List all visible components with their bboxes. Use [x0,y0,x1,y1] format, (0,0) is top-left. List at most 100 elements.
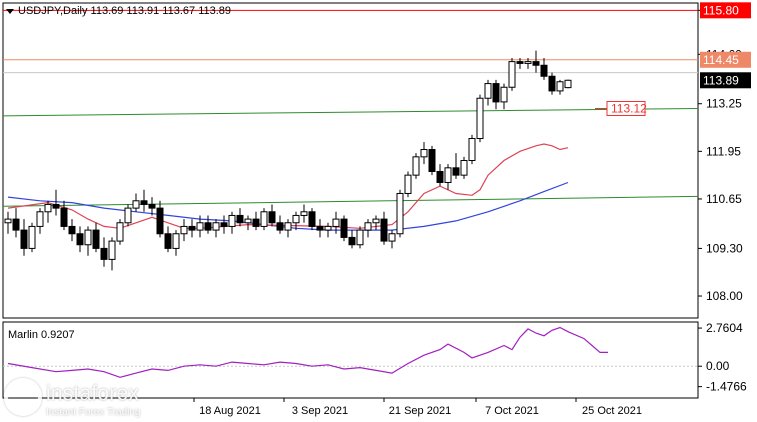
price-tag-label: 114.45 [703,53,739,67]
candle-body [260,211,268,227]
price-tag [700,51,751,68]
chart-header: USDJPY,Daily 113.69 113.91 113.67 113.89 [18,5,231,17]
candle-body [388,233,396,242]
annotation-box [606,100,646,116]
candle-body [324,225,332,231]
candle-body [180,225,188,235]
candle-body [108,240,116,260]
candle-body [468,138,476,161]
candle-body [28,225,36,249]
candle-body [100,247,108,260]
candle-body [212,222,220,231]
x-tick-label: 21 Sep 2021 [389,405,451,417]
candle-body [548,75,556,92]
indicator-title: Marlin 0.9207 [8,329,75,341]
candle-body [556,81,564,92]
candle-body [36,211,44,227]
candle-body [92,229,100,249]
candle-body [292,214,300,224]
price-tag-label: 113.89 [703,73,739,87]
candle-body [476,97,484,140]
price-tag [700,72,751,89]
indicator-tick-label: 2.7604 [706,321,743,335]
candle-body [284,222,292,231]
candle-body [60,207,68,227]
candle-body [172,233,180,249]
candle-body [12,218,20,231]
candle-body [164,233,172,249]
candle-body [332,218,340,227]
candle-body [76,233,84,246]
candle-body [156,207,164,235]
candle-body [228,214,236,227]
candle-body [204,222,212,231]
price-tag [700,2,751,19]
candle-body [412,156,420,176]
candle-body [428,149,436,172]
y-tick-label: 108.00 [706,289,743,303]
candle-body [4,218,12,224]
candle-body [404,174,412,194]
candle-body [132,200,140,209]
candle-body [148,203,156,209]
x-tick-label: 25 Oct 2021 [582,405,642,417]
candle-body [356,229,364,246]
price-tag-label: 115.80 [703,3,739,17]
candle-body [524,61,532,64]
candle-body [316,225,324,231]
candle-body [84,229,92,246]
candle-body [348,236,356,246]
candle-body [196,222,204,231]
candle-body [268,211,276,224]
candle-body [396,192,404,235]
candle-body [140,200,148,205]
candle-body [492,83,500,103]
candle-body [372,218,380,224]
candle-body [508,61,516,88]
y-tick-label: 113.25 [706,97,742,111]
candle-body [364,222,372,231]
trendline-1 [2,195,699,207]
trendline-0 [2,107,699,117]
candle-body [44,203,52,213]
y-tick-label: 111.95 [706,144,741,158]
candle-body [516,61,524,64]
x-tick-label: 3 Sep 2021 [292,405,348,417]
indicator-tick-label: 0.00 [706,359,730,373]
x-tick-label: 18 Aug 2021 [199,405,261,417]
candle-body [188,225,196,231]
candle-body [116,222,124,242]
candle-body [236,214,244,224]
x-tick-label: 7 Oct 2021 [485,405,539,417]
candle-body [484,83,492,99]
candle-body [436,170,444,183]
candle-body [124,207,132,224]
candle-body [20,229,28,249]
candle-body [252,218,260,227]
candle-body [500,86,508,103]
candle-body [380,218,388,242]
candle-body [308,211,316,227]
candle-body [460,160,468,176]
indicator-pane-frame [2,321,699,399]
candle-body [244,218,252,224]
y-tick-label: 110.65 [706,192,742,206]
candle-body [220,222,228,227]
annotation-label: 113.12 [611,101,647,115]
main-plot: 113.12 USDJPY,Daily 113.69 113.91 113.67 … [2,5,699,271]
indicator-plot: Marlin 0.9207 [3,326,698,378]
candle-body [300,211,308,216]
candle-body [420,149,428,158]
candle-body [444,167,452,183]
candle-body [276,222,284,231]
candle-body [452,167,460,176]
main-pane-frame [2,2,699,319]
candle-body [68,225,76,235]
candle-body [532,61,540,66]
moving-average-red [7,143,569,229]
indicator-line [7,326,608,378]
candle-body [540,64,548,77]
candle-body [52,203,60,209]
header-arrow-icon [6,9,14,14]
